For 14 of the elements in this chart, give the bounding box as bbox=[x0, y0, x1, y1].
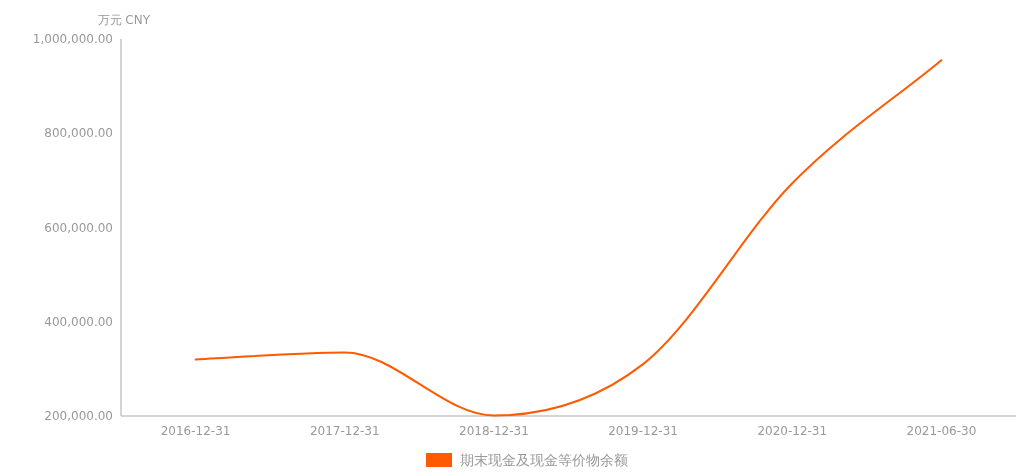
y-tick-label: 600,000.00 bbox=[44, 220, 113, 235]
x-tick-label: 2020-12-31 bbox=[757, 424, 828, 438]
y-tick-label: 1,000,000.00 bbox=[32, 32, 113, 46]
x-tick-label: 2019-12-31 bbox=[608, 424, 678, 438]
legend: 期末现金及现金等价物余额 bbox=[426, 452, 628, 468]
x-tick-label: 2017-12-31 bbox=[309, 424, 380, 438]
x-tick-label: 2021-06-30 bbox=[906, 424, 977, 438]
x-tick-label: 2018-12-31 bbox=[459, 424, 529, 438]
y-tick-label: 200,000.00 bbox=[44, 409, 113, 423]
y-axis-title: 万元 CNY bbox=[97, 13, 151, 27]
y-tick-label: 400,000.00 bbox=[44, 314, 113, 329]
y-tick-label: 800,000.00 bbox=[44, 126, 113, 141]
x-tick-label: 2016-12-31 bbox=[160, 424, 231, 438]
legend-label: 期末现金及现金等价物余额 bbox=[460, 452, 628, 468]
